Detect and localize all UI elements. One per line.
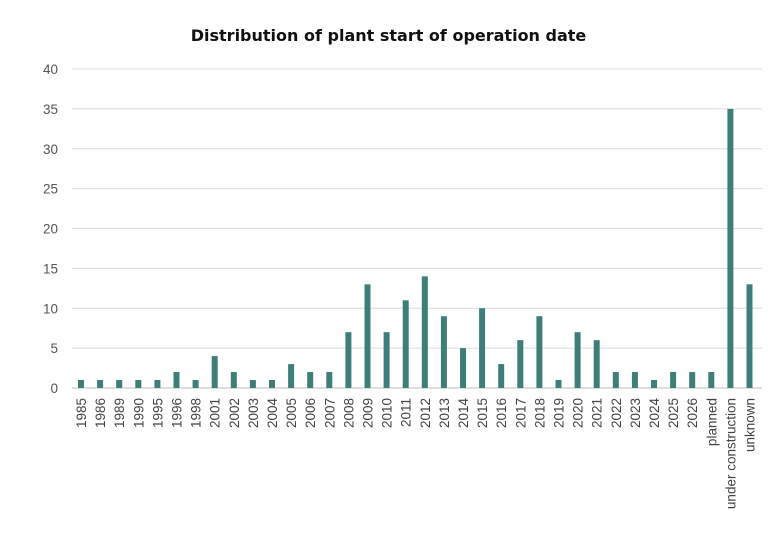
gridlines (72, 68, 762, 389)
bar (249, 380, 256, 388)
bar (116, 380, 123, 388)
y-tick-label: 0 (50, 381, 58, 396)
bar (593, 340, 600, 388)
bar (230, 372, 237, 388)
bar (421, 276, 428, 388)
x-tick-label: 2012 (418, 398, 433, 428)
x-tick-label: 2020 (571, 398, 586, 428)
bar (154, 380, 161, 388)
bar (498, 364, 505, 388)
x-tick-label: 2008 (341, 398, 356, 428)
bar (326, 372, 333, 388)
x-tick-label: 2003 (246, 398, 261, 428)
x-tick-label: 2021 (590, 398, 605, 428)
x-tick-label: 1985 (74, 398, 89, 428)
x-axis-tick-labels: 1985 1986 1989 1990 1995 1996 1998 2001 2002 2003… (74, 398, 758, 510)
bar (173, 372, 180, 388)
y-tick-label: 25 (43, 182, 58, 197)
bar (689, 372, 696, 388)
bar (574, 332, 581, 388)
x-tick-label: under construction (723, 398, 738, 509)
y-tick-label: 40 (43, 62, 58, 77)
x-tick-label: 2023 (628, 398, 643, 428)
x-tick-label: 2007 (322, 398, 337, 428)
bar (536, 316, 543, 388)
bar (631, 372, 638, 388)
y-tick-label: 5 (50, 341, 58, 356)
x-tick-label: 2015 (475, 398, 490, 428)
bar (288, 364, 295, 388)
bar (651, 380, 657, 388)
x-tick-label: 2025 (666, 398, 681, 428)
x-tick-label: unknown (743, 398, 758, 452)
bar (517, 340, 524, 388)
bar (555, 380, 562, 388)
bar (97, 380, 104, 388)
bar (440, 316, 447, 388)
bar (269, 380, 275, 388)
x-tick-label: 2006 (303, 398, 318, 428)
x-tick-label: 1986 (93, 398, 108, 428)
bar (612, 372, 619, 388)
y-tick-label: 15 (43, 261, 58, 276)
x-tick-label: 2009 (361, 398, 376, 428)
bar (135, 380, 142, 388)
bar (307, 372, 314, 388)
x-tick-label: 2022 (609, 398, 624, 428)
chart-title: Distribution of plant start of operation… (190, 26, 587, 45)
x-tick-label: 1998 (189, 398, 204, 428)
x-tick-label: 2019 (552, 398, 567, 428)
x-tick-label: 2018 (532, 398, 547, 428)
bar (708, 372, 715, 388)
x-tick-label: 1996 (170, 398, 185, 428)
x-tick-label: 2013 (437, 398, 452, 428)
bar (364, 284, 371, 388)
x-tick-label: 2026 (685, 398, 700, 428)
x-tick-label: 2024 (647, 398, 662, 429)
bar (192, 380, 199, 388)
y-axis-tick-labels: 0 5 10 15 20 25 30 35 40 (43, 62, 58, 396)
bars (78, 108, 753, 388)
x-tick-label: 2017 (513, 398, 528, 428)
bar (479, 308, 486, 388)
bar (345, 332, 352, 388)
x-tick-label: 2001 (208, 398, 223, 428)
y-tick-label: 35 (43, 102, 58, 117)
x-tick-label: 2005 (284, 398, 299, 428)
bar (727, 108, 734, 388)
x-tick-label: 1989 (112, 398, 127, 428)
bar (211, 356, 218, 388)
x-tick-label: 2004 (265, 398, 280, 429)
bar (383, 332, 390, 388)
x-tick-label: 1990 (131, 398, 146, 428)
x-tick-label: 2014 (456, 398, 471, 429)
bar (78, 380, 84, 388)
y-tick-label: 20 (43, 222, 58, 237)
x-tick-label: 2010 (380, 398, 395, 428)
y-tick-label: 10 (43, 301, 58, 316)
y-tick-label: 30 (43, 142, 58, 157)
bar (670, 372, 677, 388)
bar (460, 348, 466, 388)
bar (746, 284, 753, 388)
x-tick-label: 2016 (494, 398, 509, 428)
bar (402, 300, 409, 388)
x-tick-label: 2002 (227, 398, 242, 428)
x-tick-label: 1995 (150, 398, 165, 428)
x-tick-label: 2011 (399, 398, 414, 427)
x-tick-label: planned (704, 398, 719, 446)
